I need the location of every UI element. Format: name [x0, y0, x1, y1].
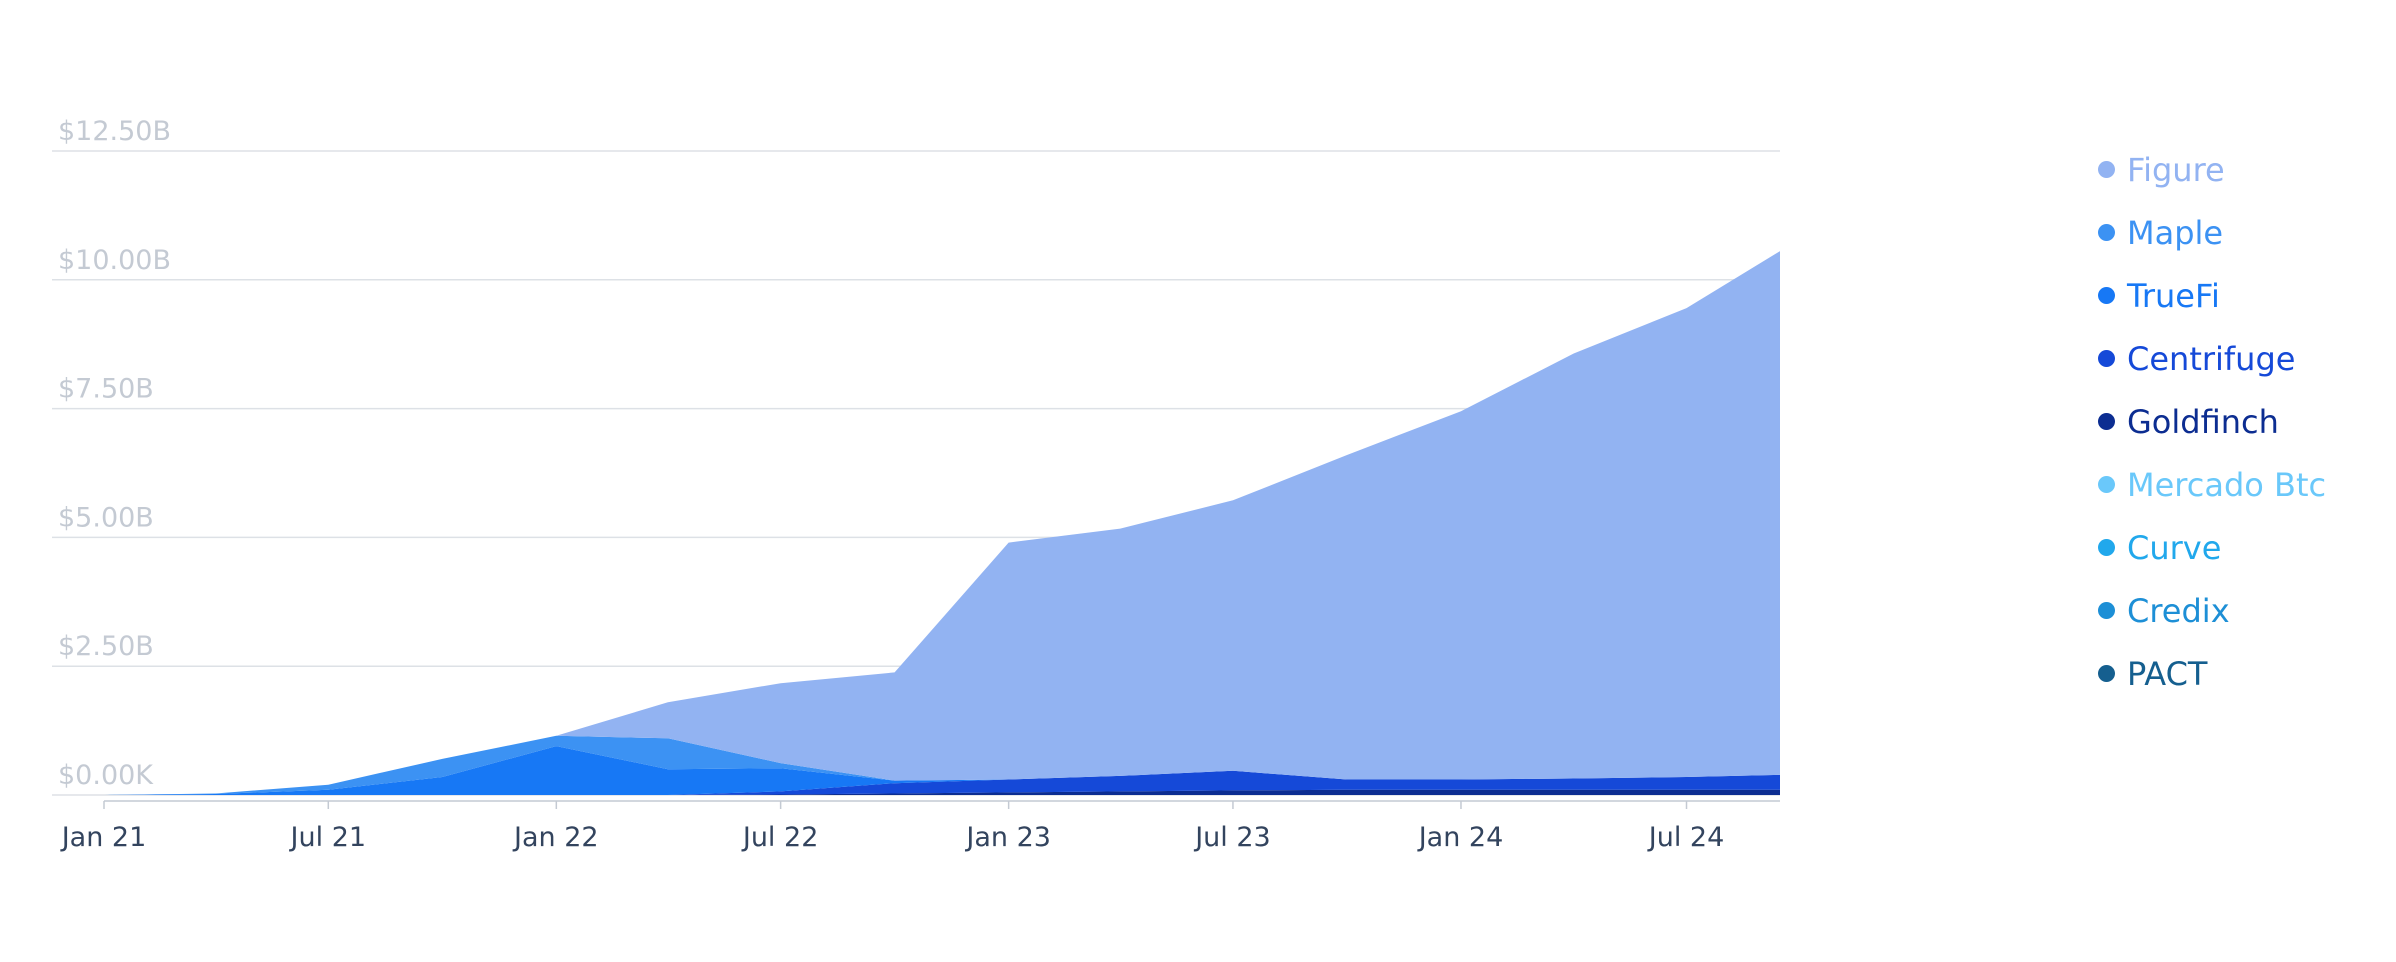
- legend: Figure Maple TrueFi Centrifuge Goldfinch Merc…: [2098, 138, 2388, 705]
- legend-item-maple[interactable]: Maple: [2098, 201, 2388, 264]
- legend-label: Maple: [2127, 213, 2224, 252]
- y-axis-tick-labels: $0.00K $2.50B $5.00B $7.50B $10.00B $12.50B: [58, 116, 171, 791]
- legend-label: TrueFi: [2127, 276, 2220, 315]
- legend-marker: [2098, 539, 2115, 556]
- x-axis: Jan 21 Jul 21 Jan 22 Jul 22 Jan 23 Jul 23 Jan …: [60, 800, 1780, 853]
- x-tick-label: Jan 24: [1417, 822, 1504, 853]
- x-tick-label: Jan 21: [60, 822, 147, 853]
- area-centrifuge: [104, 770, 1780, 795]
- y-tick-label: $0.00K: [58, 760, 154, 791]
- y-tick-label: $2.50B: [58, 631, 154, 662]
- x-tick-label: Jan 23: [964, 822, 1051, 853]
- legend-label: Credix: [2127, 591, 2230, 630]
- area-truefi: [104, 746, 1780, 795]
- area-figure: [104, 251, 1780, 795]
- legend-item-curve[interactable]: Curve: [2098, 516, 2388, 579]
- legend-marker: [2098, 287, 2115, 304]
- legend-label: Mercado Btc: [2127, 465, 2327, 504]
- legend-marker: [2098, 665, 2115, 682]
- x-tick-label: Jul 24: [1647, 822, 1725, 853]
- area-goldfinch: [104, 789, 1780, 795]
- chart-canvas: $0.00K $2.50B $5.00B $7.50B $10.00B $12.50B J…: [52, 116, 1780, 853]
- legend-marker: [2098, 602, 2115, 619]
- legend-marker: [2098, 413, 2115, 430]
- legend-marker: [2098, 350, 2115, 367]
- x-tick-label: Jul 21: [289, 822, 367, 853]
- legend-item-pact[interactable]: PACT: [2098, 642, 2388, 705]
- legend-label: Goldfinch: [2127, 402, 2279, 441]
- y-tick-label: $5.00B: [58, 502, 154, 533]
- area-series: [104, 251, 1780, 795]
- legend-label: Centrifuge: [2127, 339, 2296, 378]
- legend-item-centrifuge[interactable]: Centrifuge: [2098, 327, 2388, 390]
- legend-marker: [2098, 224, 2115, 241]
- legend-item-figure[interactable]: Figure: [2098, 138, 2388, 201]
- legend-label: PACT: [2127, 654, 2208, 693]
- legend-item-truefi[interactable]: TrueFi: [2098, 264, 2388, 327]
- legend-marker: [2098, 161, 2115, 178]
- legend-marker: [2098, 476, 2115, 493]
- legend-item-mercado-btc[interactable]: Mercado Btc: [2098, 453, 2388, 516]
- legend-item-goldfinch[interactable]: Goldfinch: [2098, 390, 2388, 453]
- legend-label: Curve: [2127, 528, 2222, 567]
- area-maple: [104, 735, 1780, 795]
- y-tick-label: $7.50B: [58, 374, 154, 405]
- x-tick-label: Jul 22: [741, 822, 819, 853]
- y-tick-label: $12.50B: [58, 116, 171, 147]
- x-tick-label: Jan 22: [512, 822, 599, 853]
- x-tick-label: Jul 23: [1193, 822, 1271, 853]
- legend-label: Figure: [2127, 150, 2225, 189]
- y-tick-label: $10.00B: [58, 245, 171, 276]
- legend-item-credix[interactable]: Credix: [2098, 579, 2388, 642]
